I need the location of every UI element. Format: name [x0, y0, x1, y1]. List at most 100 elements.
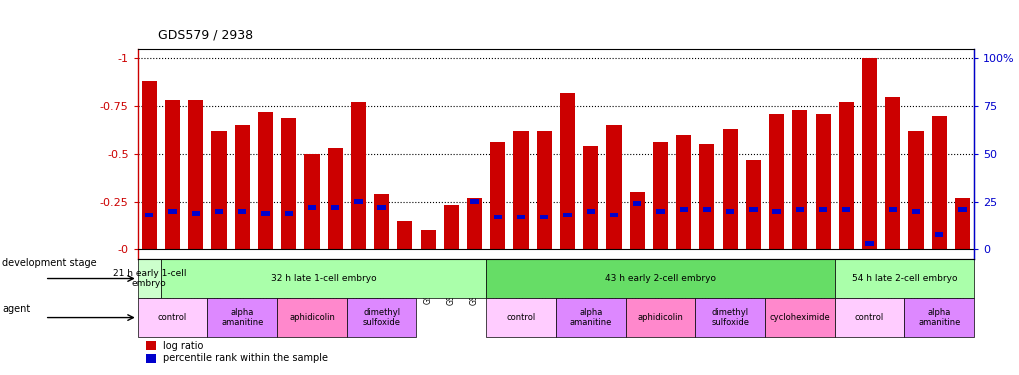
Bar [726, 209, 734, 214]
Bar [146, 341, 156, 350]
Text: aphidicolin: aphidicolin [288, 313, 334, 322]
Bar [513, 131, 528, 249]
Bar [207, 298, 277, 337]
Text: alpha
amanitine: alpha amanitine [221, 308, 263, 327]
Bar [606, 125, 621, 249]
Bar [930, 116, 946, 249]
Text: log ratio: log ratio [163, 340, 203, 351]
Text: 32 h late 1-cell embryo: 32 h late 1-cell embryo [270, 274, 376, 283]
Bar [192, 211, 200, 216]
Bar [354, 199, 362, 204]
Bar [142, 81, 157, 249]
Bar [884, 96, 900, 249]
Text: percentile rank within the sample: percentile rank within the sample [163, 354, 327, 363]
Bar [351, 102, 366, 249]
Bar [559, 93, 575, 249]
Bar [679, 207, 687, 212]
Bar [655, 209, 664, 214]
Bar [958, 207, 966, 212]
Bar [904, 298, 973, 337]
Bar [493, 214, 501, 219]
Bar [165, 100, 180, 249]
Bar [443, 206, 459, 249]
Bar [138, 259, 161, 298]
Bar [555, 298, 625, 337]
Bar [281, 117, 296, 249]
Bar [215, 209, 223, 214]
Bar [420, 230, 435, 249]
Bar [652, 142, 667, 249]
Bar [490, 142, 504, 249]
Text: GDS579 / 2938: GDS579 / 2938 [158, 28, 253, 41]
Bar [633, 201, 641, 206]
Bar [189, 100, 203, 249]
Bar [609, 213, 618, 217]
Bar [397, 221, 412, 249]
Bar [304, 154, 319, 249]
Bar [699, 144, 713, 249]
Bar [954, 198, 969, 249]
Bar [792, 110, 807, 249]
Bar [676, 135, 691, 249]
Bar [888, 207, 896, 212]
Bar [586, 209, 594, 214]
Text: control: control [158, 313, 187, 322]
Bar [374, 194, 389, 249]
Bar [908, 131, 922, 249]
Bar [815, 114, 829, 249]
Bar [771, 209, 780, 214]
Bar [536, 131, 551, 249]
Bar [211, 131, 226, 249]
Text: dimethyl
sulfoxide: dimethyl sulfoxide [363, 308, 400, 327]
Text: development stage: development stage [2, 258, 97, 267]
Bar [467, 198, 482, 249]
Text: 43 h early 2-cell embryo: 43 h early 2-cell embryo [604, 274, 715, 283]
Bar [138, 298, 207, 337]
Bar [486, 298, 555, 337]
Text: agent: agent [2, 304, 31, 314]
Bar [237, 209, 247, 214]
Bar [864, 242, 873, 246]
Bar [745, 160, 760, 249]
Text: control: control [505, 313, 535, 322]
Bar [377, 205, 385, 210]
Bar [284, 211, 292, 216]
Bar [861, 58, 876, 249]
Bar [146, 354, 156, 363]
Bar [234, 125, 250, 249]
Bar [818, 207, 826, 212]
Text: cycloheximide: cycloheximide [768, 313, 829, 322]
Bar [702, 207, 710, 212]
Bar [168, 209, 176, 214]
Bar [258, 112, 273, 249]
Bar [749, 207, 757, 212]
Bar [834, 298, 904, 337]
Bar [517, 214, 525, 219]
Bar [486, 259, 834, 298]
Bar [540, 214, 548, 219]
Bar [562, 213, 571, 217]
Bar [695, 298, 764, 337]
Bar [346, 298, 416, 337]
Text: alpha
amanitine: alpha amanitine [569, 308, 611, 327]
Bar [625, 298, 695, 337]
Bar [764, 298, 834, 337]
Bar [629, 192, 644, 249]
Bar [331, 205, 339, 210]
Text: 54 h late 2-cell embryo: 54 h late 2-cell embryo [851, 274, 956, 283]
Text: dimethyl
sulfoxide: dimethyl sulfoxide [710, 308, 748, 327]
Bar [842, 207, 850, 212]
Bar [834, 259, 973, 298]
Bar [261, 211, 269, 216]
Text: aphidicolin: aphidicolin [637, 313, 683, 322]
Bar [795, 207, 803, 212]
Text: 21 h early 1-cell
embryо: 21 h early 1-cell embryо [112, 269, 185, 288]
Bar [327, 148, 342, 249]
Bar [277, 298, 346, 337]
Bar [470, 199, 478, 204]
Text: control: control [854, 313, 883, 322]
Bar [308, 205, 316, 210]
Bar [768, 114, 784, 249]
Bar [934, 232, 943, 237]
Bar [838, 102, 853, 249]
